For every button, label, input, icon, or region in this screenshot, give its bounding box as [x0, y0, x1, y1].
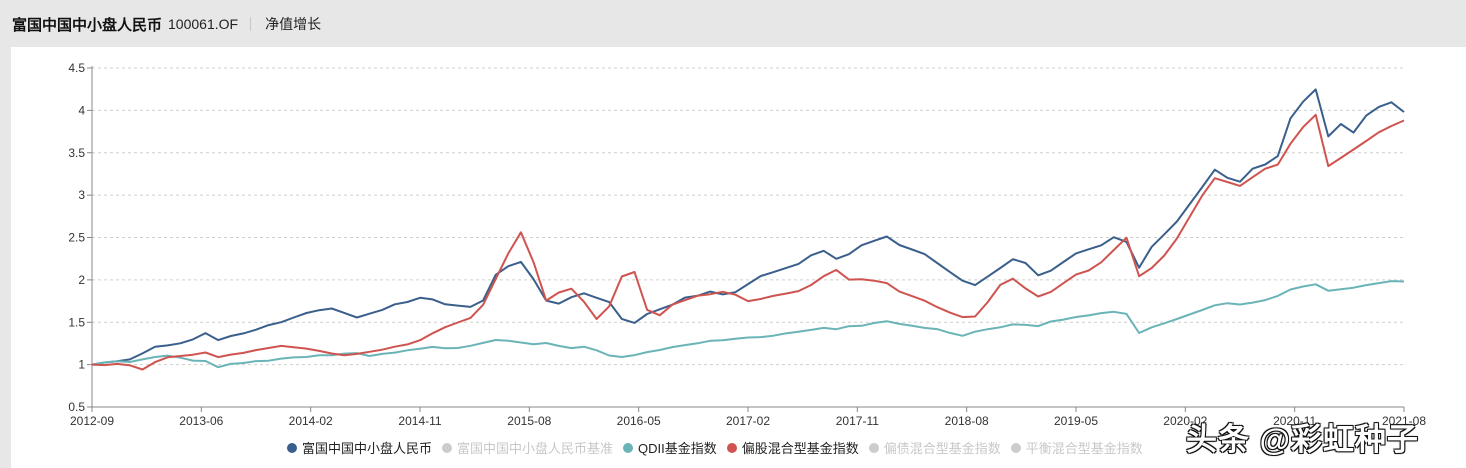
legend-dot-icon	[287, 442, 297, 453]
legend-label: 平衡混合型基金指数	[1025, 441, 1143, 456]
header-divider	[250, 17, 252, 31]
chart-header: 富国中国中小盘人民币 100061.OF 净值增长	[12, 14, 321, 34]
y-tick-label: 4.5	[68, 61, 85, 75]
fund-name: 富国中国中小盘人民币	[12, 16, 163, 34]
watermark: 头条 @彩虹种子	[1186, 422, 1419, 457]
legend-dot-icon	[442, 442, 453, 453]
series-line[interactable]	[91, 88, 1405, 366]
x-tick-label: 2021-08	[1382, 414, 1426, 428]
legend-item[interactable]: 富国中国中小盘人民币	[287, 438, 432, 457]
legend-item[interactable]: 富国中国中小盘人民币基准	[442, 438, 613, 457]
x-tick-label: 2012-09	[70, 414, 114, 428]
legend-dot-icon	[868, 442, 879, 453]
series-line[interactable]	[91, 280, 1405, 369]
y-tick-label: 3.5	[68, 146, 85, 160]
legend-dot-icon	[1010, 442, 1021, 453]
x-tick-label: 2016-05	[617, 414, 661, 428]
tab-nav-growth[interactable]: 净值增长	[265, 16, 322, 32]
y-tick-label: 4	[78, 103, 85, 117]
x-tick-label: 2018-08	[945, 414, 989, 428]
x-tick-label: 2017-11	[836, 414, 879, 428]
x-tick-label: 2015-08	[507, 414, 551, 428]
series-line[interactable]	[91, 113, 1405, 371]
legend-label: 富国中国中小盘人民币	[302, 441, 433, 456]
legend-dot-icon	[623, 442, 634, 453]
y-tick-label: 3	[78, 188, 85, 202]
y-tick-label: 2.5	[68, 231, 85, 245]
x-tick-label: 2020-11	[1273, 414, 1316, 428]
x-tick-label: 2017-02	[726, 414, 770, 428]
y-tick-label: 2	[78, 273, 85, 287]
legend-item[interactable]: 偏债混合型基金指数	[868, 438, 1001, 457]
legend-item[interactable]: QDII基金指数	[623, 438, 717, 457]
legend-label: 偏股混合型基金指数	[741, 441, 859, 456]
x-tick-label: 2019-05	[1054, 414, 1098, 428]
legend-label: 偏债混合型基金指数	[883, 441, 1001, 456]
x-tick-label: 2014-11	[398, 414, 441, 428]
chart-card	[11, 47, 1466, 468]
legend-item[interactable]: 平衡混合型基金指数	[1010, 438, 1143, 457]
chart-legend: 富国中国中小盘人民币 富国中国中小盘人民币基准 QDII基金指数 偏股混合型基金指数 偏…	[287, 438, 1153, 457]
y-tick-label: 1	[78, 358, 85, 372]
x-tick-label: 2014-02	[289, 414, 333, 428]
fund-code: 100061.OF	[168, 16, 239, 32]
y-tick-label: 1.5	[68, 315, 85, 329]
x-tick-label: 2020-02	[1163, 414, 1207, 428]
legend-dot-icon	[726, 442, 737, 453]
legend-label: 富国中国中小盘人民币基准	[457, 441, 614, 456]
y-tick-label: 0.5	[68, 400, 85, 414]
legend-item[interactable]: 偏股混合型基金指数	[726, 438, 859, 457]
x-tick-label: 2013-06	[179, 414, 223, 428]
legend-label: QDII基金指数	[638, 441, 717, 456]
